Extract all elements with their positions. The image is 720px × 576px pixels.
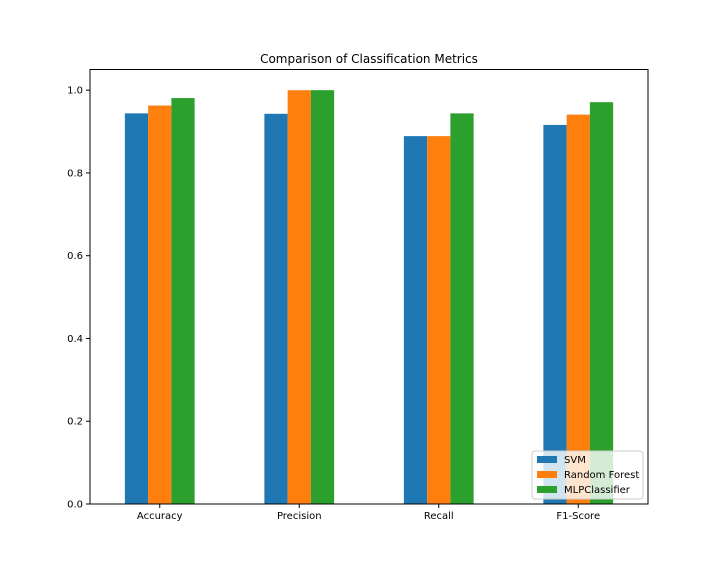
chart-title: Comparison of Classification Metrics: [260, 52, 478, 66]
bar-mlpclassifier-accuracy: [171, 98, 195, 504]
x-tick-label: Accuracy: [137, 511, 183, 522]
x-tick-label: F1-Score: [556, 511, 600, 522]
bars-group: [124, 90, 614, 505]
x-tick-label: Recall: [424, 511, 454, 522]
bar-svm-accuracy: [124, 113, 149, 505]
bar-mlpclassifier-f1-score: [589, 102, 614, 504]
y-tick-label: 0.0: [67, 500, 83, 511]
bar-svm-f1-score: [543, 124, 567, 505]
bar-mlpclassifier-recall: [450, 113, 474, 505]
legend-swatch: [537, 471, 557, 478]
bar-random-forest-recall: [427, 136, 451, 504]
legend-label: Random Forest: [564, 470, 639, 481]
legend-box: [531, 450, 644, 500]
legend-label: SVM: [564, 455, 586, 466]
y-tick-label: 0.2: [67, 417, 83, 428]
bar-svm-recall: [403, 136, 428, 504]
y-tick-label: 0.6: [67, 251, 83, 262]
x-tick-label: Precision: [277, 511, 322, 522]
legend: SVM Random Forest MLPClassifier: [531, 450, 644, 500]
legend-label: MLPClassifier: [564, 485, 631, 496]
y-tick-label: 0.8: [67, 168, 83, 179]
bar-mlpclassifier-precision: [310, 90, 335, 504]
legend-swatch: [537, 456, 557, 463]
plot-frame: [89, 69, 649, 505]
bar-random-forest-f1-score: [566, 114, 590, 505]
bar-svm-precision: [264, 113, 288, 504]
bar-random-forest-accuracy: [148, 105, 172, 504]
x-axis: Accuracy Precision Recall F1-Score: [137, 504, 600, 522]
y-tick-label: 1.0: [67, 86, 83, 97]
y-tick-label: 0.4: [67, 334, 83, 345]
legend-swatch: [537, 486, 557, 493]
bar-random-forest-precision: [287, 90, 311, 504]
y-axis: 0.0 0.2 0.4 0.6 0.8 1.0: [67, 86, 90, 511]
